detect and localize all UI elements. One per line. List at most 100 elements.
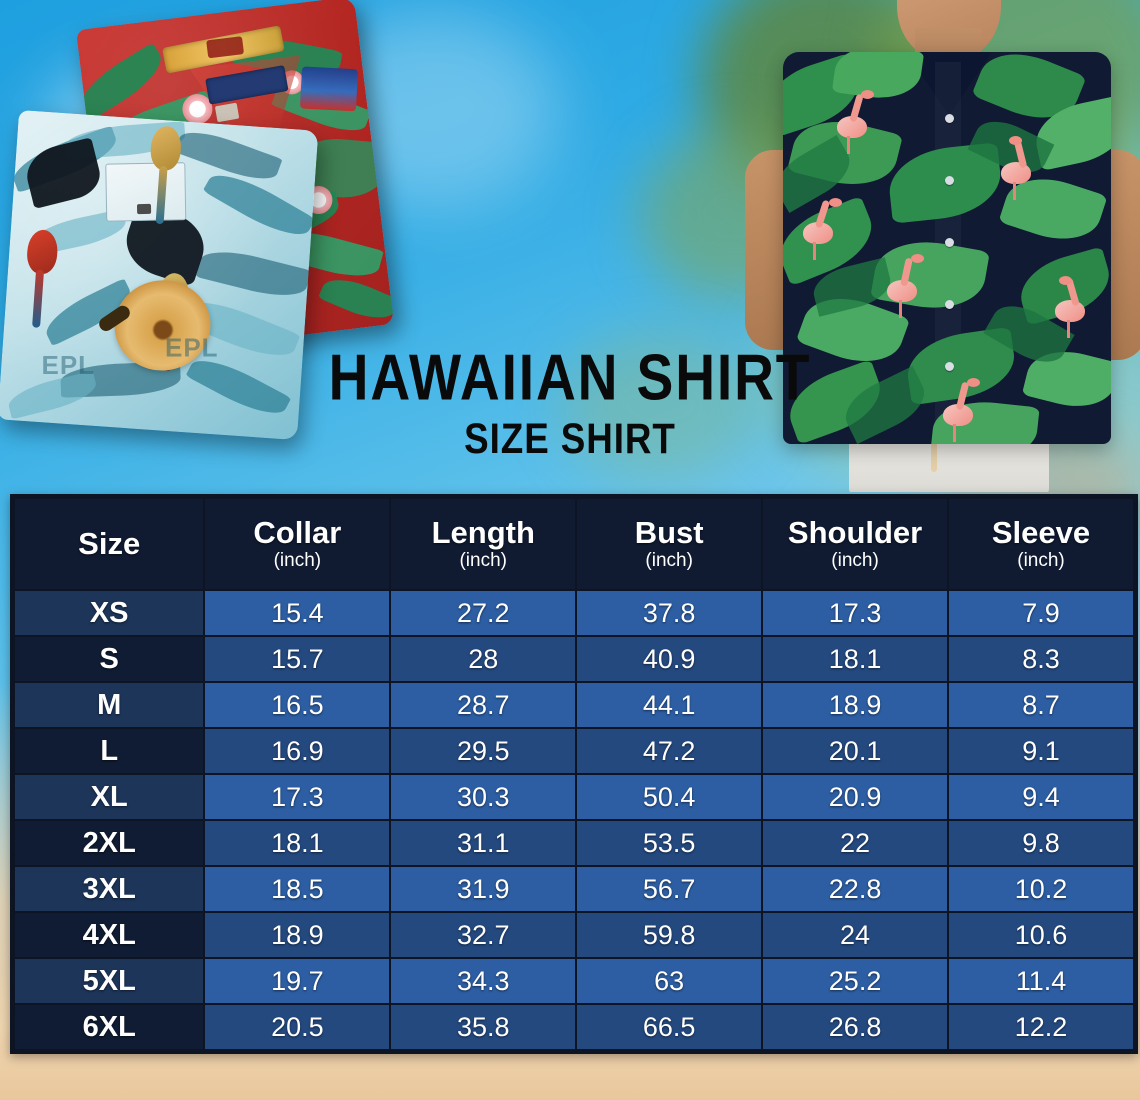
cell-shoulder: 17.3 [761, 589, 950, 637]
cell-size: S [12, 635, 206, 683]
header-unit: (inch) [459, 550, 507, 571]
cell-size: 4XL [12, 911, 206, 959]
header-cell-size: Size [12, 497, 206, 591]
header-unit: (inch) [831, 550, 879, 571]
cell-shoulder: 22.8 [761, 865, 950, 913]
header-cell-length: Length (inch) [389, 497, 578, 591]
header-label: Bust [634, 515, 704, 550]
cell-size: L [12, 727, 206, 775]
cell-shoulder: 22 [761, 819, 950, 867]
poster-title-block: HAWAIIAN SHIRT SIZE SHIRT [0, 341, 1140, 463]
table-row: 5XL 19.7 34.3 63 25.2 11.4 [12, 957, 1135, 1005]
header-label: Length [431, 515, 535, 550]
shirt-button [945, 238, 954, 247]
cell-collar: 19.7 [203, 957, 392, 1005]
cell-size: M [12, 681, 206, 729]
cell-collar: 18.5 [203, 865, 392, 913]
table-row: XL 17.3 30.3 50.4 20.9 9.4 [12, 773, 1135, 821]
cell-length: 35.8 [389, 1003, 578, 1051]
table-row: 3XL 18.5 31.9 56.7 22.8 10.2 [12, 865, 1135, 913]
cell-shoulder: 26.8 [761, 1003, 950, 1051]
table-row: S 15.7 28 40.9 18.1 8.3 [12, 635, 1135, 683]
cell-sleeve: 11.4 [947, 957, 1135, 1005]
cell-bust: 63 [575, 957, 764, 1005]
cell-shoulder: 20.9 [761, 773, 950, 821]
header-label: Sleeve [991, 515, 1091, 550]
cell-length: 28 [389, 635, 578, 683]
header-label: Shoulder [787, 515, 923, 550]
cell-bust: 37.8 [575, 589, 764, 637]
table-row: M 16.5 28.7 44.1 18.9 8.7 [12, 681, 1135, 729]
cell-sleeve: 9.1 [947, 727, 1135, 775]
cell-sleeve: 10.2 [947, 865, 1135, 913]
cell-bust: 56.7 [575, 865, 764, 913]
page-subtitle: SIZE SHIRT [464, 415, 676, 463]
cell-size: 5XL [12, 957, 206, 1005]
cell-bust: 50.4 [575, 773, 764, 821]
table-body: XS 15.4 27.2 37.8 17.3 7.9 S 15.7 28 40.… [12, 589, 1135, 1051]
cell-collar: 15.7 [203, 635, 392, 683]
foliage-blur [560, 330, 760, 480]
header-label: Collar [253, 515, 342, 550]
shirt-button [945, 114, 954, 123]
cell-length: 30.3 [389, 773, 578, 821]
header-cell-shoulder: Shoulder (inch) [761, 497, 950, 591]
shirt-button [945, 300, 954, 309]
cell-length: 28.7 [389, 681, 578, 729]
table-row: 4XL 18.9 32.7 59.8 24 10.6 [12, 911, 1135, 959]
cell-sleeve: 12.2 [947, 1003, 1135, 1051]
table-header: Size Collar (inch) Length (inch) Bust (i… [12, 497, 1135, 591]
chest-pocket [105, 162, 187, 222]
cell-bust: 40.9 [575, 635, 764, 683]
cell-collar: 18.1 [203, 819, 392, 867]
cell-shoulder: 18.1 [761, 635, 950, 683]
cell-size: 6XL [12, 1003, 206, 1051]
model-hawaiian-shirt [783, 52, 1111, 444]
cell-collar: 16.9 [203, 727, 392, 775]
cell-collar: 20.5 [203, 1003, 392, 1051]
cell-length: 32.7 [389, 911, 578, 959]
cell-collar: 18.9 [203, 911, 392, 959]
cell-length: 34.3 [389, 957, 578, 1005]
cell-collar: 17.3 [203, 773, 392, 821]
shirt-button [945, 362, 954, 371]
cell-size: 2XL [12, 819, 206, 867]
header-cell-bust: Bust (inch) [575, 497, 764, 591]
table-row: 2XL 18.1 31.1 53.5 22 9.8 [12, 819, 1135, 867]
cell-collar: 16.5 [203, 681, 392, 729]
cell-size: XL [12, 773, 206, 821]
header-label: Size [78, 526, 141, 561]
cell-bust: 47.2 [575, 727, 764, 775]
header-cell-collar: Collar (inch) [203, 497, 392, 591]
cell-bust: 44.1 [575, 681, 764, 729]
cell-shoulder: 25.2 [761, 957, 950, 1005]
table-row: XS 15.4 27.2 37.8 17.3 7.9 [12, 589, 1135, 637]
table-row: L 16.9 29.5 47.2 20.1 9.1 [12, 727, 1135, 775]
cell-shoulder: 20.1 [761, 727, 950, 775]
size-chart-table: Size Collar (inch) Length (inch) Bust (i… [12, 497, 1135, 1051]
model-photo [745, 0, 1140, 492]
cell-sleeve: 9.4 [947, 773, 1135, 821]
cell-length: 31.1 [389, 819, 578, 867]
size-chart-table-wrapper: Size Collar (inch) Length (inch) Bust (i… [10, 494, 1138, 1054]
page-title: HAWAIIAN SHIRT [328, 341, 812, 414]
cell-sleeve: 8.7 [947, 681, 1135, 729]
shirt-button [945, 176, 954, 185]
cell-length: 31.9 [389, 865, 578, 913]
cell-shoulder: 18.9 [761, 681, 950, 729]
cell-sleeve: 8.3 [947, 635, 1135, 683]
cell-sleeve: 7.9 [947, 589, 1135, 637]
cell-collar: 15.4 [203, 589, 392, 637]
cell-size: 3XL [12, 865, 206, 913]
cell-sleeve: 9.8 [947, 819, 1135, 867]
sleeve-logo-patch [299, 66, 359, 112]
table-row: 6XL 20.5 35.8 66.5 26.8 12.2 [12, 1003, 1135, 1051]
header-row: Size Collar (inch) Length (inch) Bust (i… [12, 497, 1135, 591]
cell-bust: 53.5 [575, 819, 764, 867]
cell-bust: 59.8 [575, 911, 764, 959]
header-unit: (inch) [645, 550, 693, 571]
cell-length: 27.2 [389, 589, 578, 637]
cell-size: XS [12, 589, 206, 637]
shirt-collar [21, 137, 105, 209]
